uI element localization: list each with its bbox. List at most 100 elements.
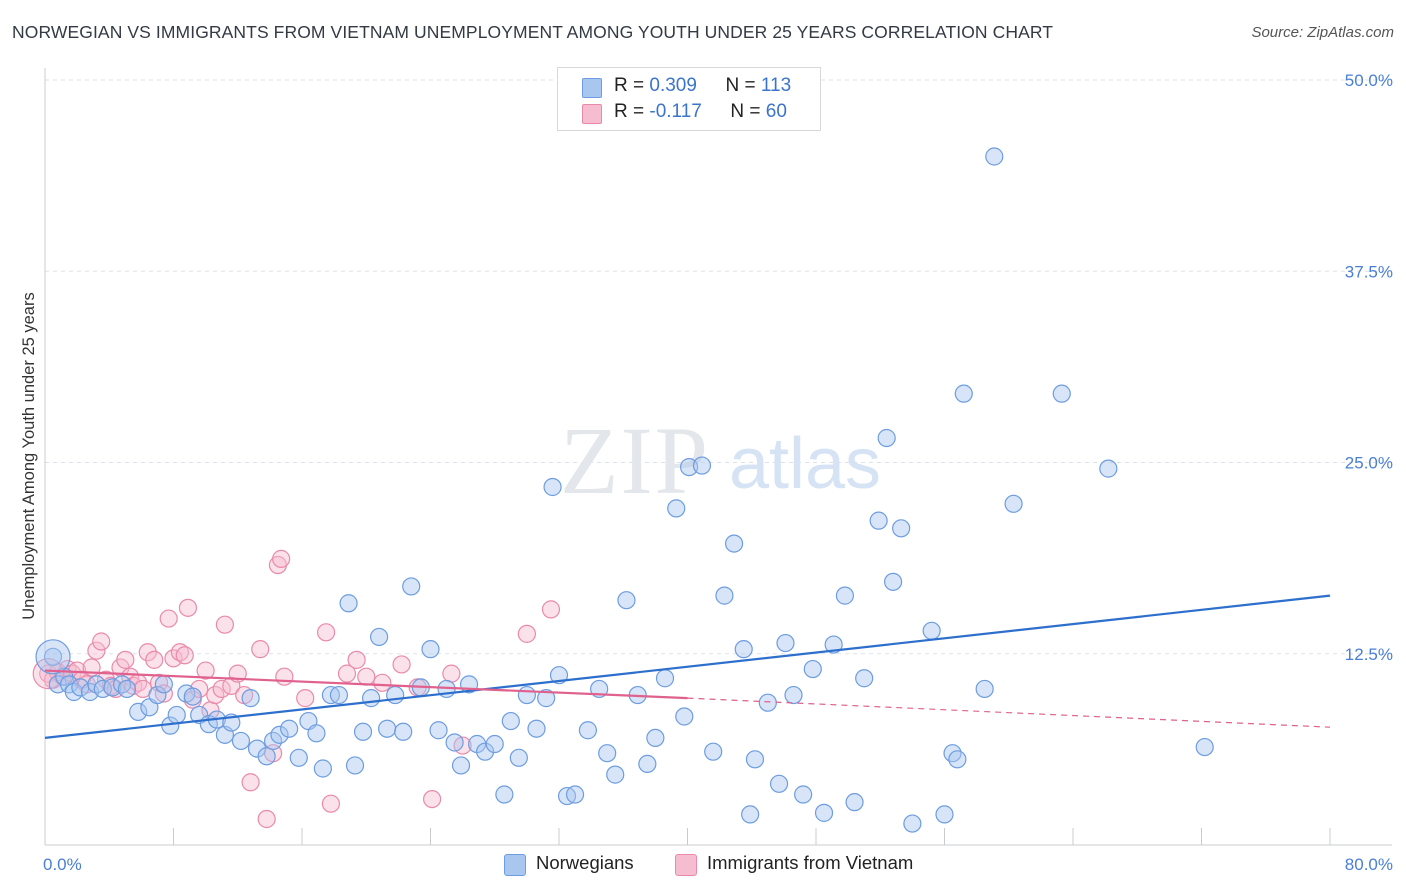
- point-norwegians: [954, 384, 973, 403]
- n-label: N =: [730, 101, 766, 122]
- point-vietnam: [145, 650, 164, 669]
- point-norwegians: [704, 742, 723, 761]
- series-legend: Norwegians Immigrants from Vietnam: [0, 851, 1406, 879]
- point-norwegians: [154, 675, 173, 694]
- point-norwegians: [877, 428, 896, 448]
- point-norwegians: [247, 739, 267, 758]
- point-norwegians: [598, 744, 617, 763]
- y-tick-label: 37.5%: [1345, 262, 1393, 281]
- trendline-vietnam-extension: [687, 697, 1331, 728]
- r-label: R =: [614, 101, 650, 122]
- point-vietnam: [116, 650, 135, 669]
- point-norwegians: [509, 748, 528, 767]
- point-norwegians: [495, 785, 514, 804]
- point-norwegians: [451, 756, 471, 775]
- point-norwegians: [741, 805, 760, 824]
- point-norwegians: [745, 750, 765, 769]
- point-vietnam: [541, 600, 561, 619]
- axes: [44, 68, 1392, 846]
- point-vietnam: [272, 549, 291, 568]
- point-norwegians: [386, 685, 405, 705]
- point-norwegians: [824, 635, 843, 654]
- r-value: 0.309: [649, 75, 697, 96]
- point-norwegians: [1099, 459, 1118, 478]
- point-norwegians: [43, 647, 63, 666]
- point-norwegians: [724, 534, 744, 553]
- point-norwegians: [776, 633, 795, 653]
- n-label: N =: [725, 75, 761, 96]
- point-norwegians: [985, 147, 1004, 166]
- point-norwegians: [183, 687, 202, 706]
- point-norwegians: [501, 711, 520, 731]
- point-norwegians: [370, 627, 389, 647]
- point-vietnam: [296, 689, 315, 708]
- point-norwegians: [1052, 384, 1071, 403]
- point-norwegians: [935, 805, 954, 824]
- point-norwegians: [814, 803, 834, 822]
- point-vietnam: [154, 684, 173, 703]
- point-vietnam: [442, 664, 461, 683]
- watermark-atlas: atlas: [729, 424, 881, 504]
- point-vietnam: [159, 609, 178, 628]
- legend-label-norwegians: Norwegians: [536, 852, 634, 873]
- point-norwegians: [117, 679, 137, 699]
- point-norwegians: [345, 756, 365, 775]
- y-axis-label: Unemployment Among Youth under 25 years: [20, 292, 38, 619]
- point-vietnam: [517, 624, 536, 643]
- point-vietnam: [316, 623, 336, 642]
- point-norwegians: [339, 594, 358, 613]
- point-norwegians: [638, 754, 657, 774]
- point-vietnam: [347, 650, 366, 669]
- point-norwegians: [617, 591, 636, 610]
- point-norwegians: [565, 785, 585, 804]
- point-vietnam: [170, 643, 190, 662]
- point-norwegians: [715, 586, 734, 605]
- point-norwegians: [485, 734, 504, 754]
- r-label: R =: [614, 75, 650, 96]
- point-norwegians: [692, 456, 712, 475]
- point-norwegians: [734, 640, 753, 659]
- point-norwegians: [667, 499, 686, 518]
- point-vietnam: [275, 667, 294, 686]
- y-tick-label: 25.0%: [1345, 454, 1393, 473]
- point-norwegians: [606, 765, 625, 784]
- point-norwegians: [543, 477, 562, 497]
- point-vietnam: [337, 664, 357, 683]
- point-norwegians: [1195, 737, 1214, 757]
- n-value: 113: [760, 75, 792, 96]
- point-norwegians: [578, 721, 598, 740]
- n-value: 60: [765, 101, 787, 122]
- point-norwegians: [646, 728, 665, 748]
- point-norwegians: [421, 640, 440, 659]
- legend-swatch-blue: [582, 78, 602, 98]
- point-vietnam: [373, 673, 392, 692]
- point-norwegians: [257, 747, 276, 766]
- point-norwegians: [270, 725, 289, 744]
- legend-swatch-vietnam: [675, 854, 697, 876]
- point-norwegians: [903, 814, 922, 833]
- point-norwegians: [429, 721, 448, 740]
- point-norwegians: [845, 793, 864, 812]
- point-vietnam: [357, 667, 376, 686]
- point-norwegians: [394, 722, 413, 741]
- point-norwegians: [1004, 494, 1023, 513]
- point-norwegians: [537, 689, 556, 708]
- point-norwegians: [948, 750, 967, 769]
- trend-lines: [44, 594, 1331, 739]
- point-norwegians: [784, 685, 803, 705]
- point-vietnam: [92, 632, 111, 651]
- point-vietnam: [321, 794, 341, 813]
- point-norwegians: [129, 702, 148, 721]
- point-norwegians: [353, 722, 373, 741]
- point-norwegians: [883, 572, 903, 591]
- point-norwegians: [655, 669, 675, 688]
- point-vietnam: [215, 615, 234, 634]
- point-norwegians: [329, 685, 349, 705]
- point-vietnam: [196, 661, 215, 680]
- y-tick-label: 12.5%: [1345, 645, 1393, 664]
- point-norwegians: [794, 785, 813, 804]
- point-norwegians: [476, 742, 495, 761]
- point-norwegians: [167, 705, 186, 725]
- point-norwegians: [869, 511, 888, 530]
- series-norwegians-points: [35, 147, 1214, 833]
